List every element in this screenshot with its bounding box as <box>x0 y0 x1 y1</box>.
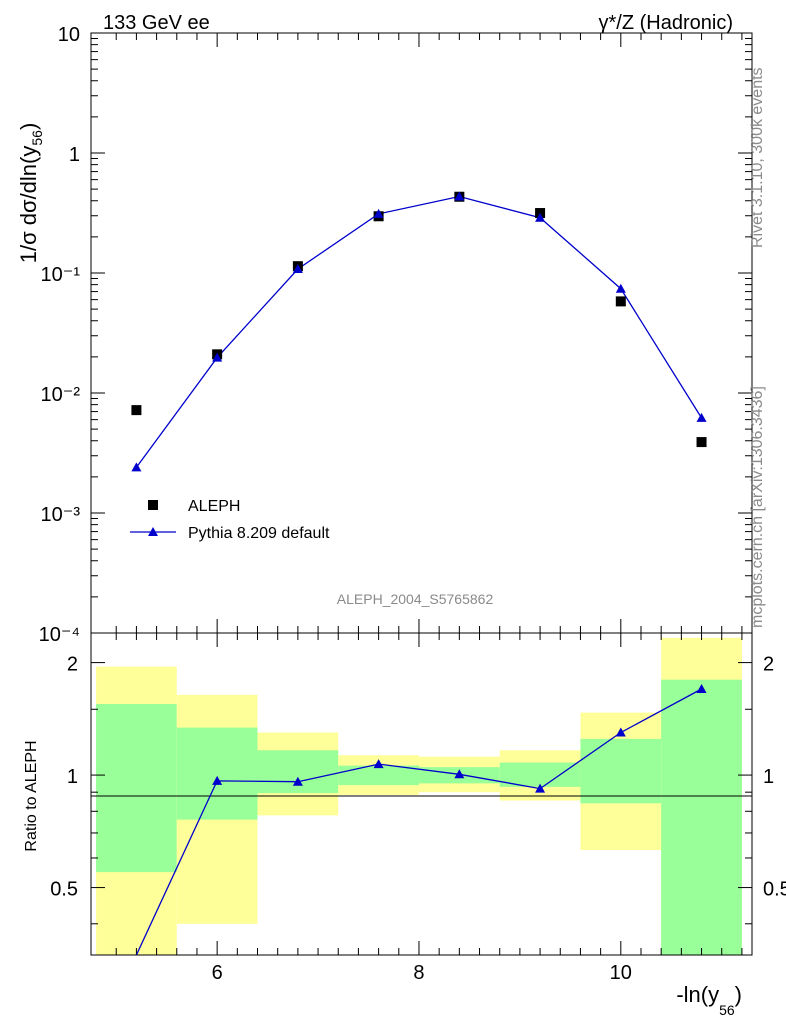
ratio-plot-frame <box>90 632 753 956</box>
aleph-point <box>615 296 626 307</box>
ratio-y-tick-label-left: 1 <box>67 766 78 788</box>
top-y-tick-label: 10⁻⁴ <box>39 624 80 646</box>
inner-uncertainty-band <box>257 750 339 794</box>
y-axis-title: 1/σ dσ/dln(y56) <box>16 123 45 264</box>
top-axis-ticks <box>91 32 752 634</box>
x-axis-title-close: ) <box>735 982 742 1007</box>
inner-uncertainty-band <box>580 738 662 804</box>
legend-marker-pythia <box>148 527 158 536</box>
ratio-y-tick-label-right: 2 <box>763 654 774 676</box>
pythia-point <box>212 352 223 362</box>
top-y-tick-label: 10⁻² <box>41 384 81 406</box>
top-y-tick-label: 10⁻³ <box>41 504 81 526</box>
ratio-pythia-point <box>212 775 223 785</box>
ratio-bands <box>96 637 742 955</box>
pythia-point <box>373 208 384 218</box>
header-left-label: 133 GeV ee <box>103 12 210 34</box>
x-axis-title: -ln(y56) <box>676 982 742 1018</box>
pythia-line <box>135 195 703 468</box>
legend-label-aleph: ALEPH <box>188 498 240 515</box>
x-axis-title-sub: 56 <box>719 1002 735 1018</box>
watermark-label: ALEPH_2004_S5765862 <box>337 591 494 607</box>
ratio-pythia-point <box>615 727 626 737</box>
top-plot-frame <box>90 32 753 634</box>
inner-uncertainty-band <box>96 703 177 873</box>
side-label-rivet: Rivet 3.1.10, 300k events <box>749 67 766 248</box>
y-axis-title-sub: 56 <box>29 130 45 146</box>
y-axis-title-close: ) <box>16 123 41 130</box>
top-y-tick-label: 10⁻¹ <box>41 264 81 286</box>
legend-marker-aleph <box>148 500 158 510</box>
top-y-tick-label: 1 <box>69 144 80 166</box>
pythia-point <box>615 283 626 293</box>
ratio-pythia-point <box>535 783 546 793</box>
ratio-y-tick-label-left: 0.5 <box>50 879 78 901</box>
inner-uncertainty-band <box>661 679 742 955</box>
ratio-y-tick-label-right: 1 <box>763 766 774 788</box>
legend: ALEPH Pythia 8.209 default <box>130 498 330 542</box>
aleph-point <box>131 405 142 416</box>
x-tick-labels: 6 8 10 <box>212 962 632 984</box>
x-tick-label: 6 <box>212 962 223 984</box>
ratio-pythia-point <box>696 683 707 693</box>
ratio-series-group <box>135 683 707 955</box>
top-y-tick-label: 10 <box>58 24 80 46</box>
pythia-point <box>454 191 465 201</box>
pythia-point <box>696 412 707 422</box>
ratio-pythia-point <box>454 769 465 779</box>
inner-uncertainty-band <box>176 727 258 820</box>
inner-uncertainty-band <box>499 762 581 787</box>
ratio-axis-ticks <box>91 633 752 955</box>
x-tick-label: 8 <box>413 962 424 984</box>
ratio-y-tick-labels: 0.5 0.5 1 1 2 2 <box>50 654 786 901</box>
ratio-pythia-point <box>292 776 303 786</box>
ratio-pythia-line <box>135 688 702 955</box>
header-right-label: γ*/Z (Hadronic) <box>599 12 733 34</box>
inner-uncertainty-band <box>338 765 419 786</box>
y-axis-title-main: 1/σ dσ/dln(y <box>16 146 41 264</box>
pythia-point <box>535 212 546 222</box>
top-y-tick-labels: 10⁻⁴ 10⁻³ 10⁻² 10⁻¹ 1 10 <box>39 24 81 646</box>
ratio-pythia-point <box>373 759 384 769</box>
ratio-y-tick-label-right: 0.5 <box>763 879 786 901</box>
legend-label-pythia: Pythia 8.209 default <box>188 525 330 542</box>
pythia-point <box>131 462 142 472</box>
top-series-group <box>131 191 707 472</box>
x-tick-label: 10 <box>610 962 632 984</box>
side-label-mcplots: mcplots.cern.ch [arXiv:1306.3436] <box>749 386 766 628</box>
ratio-y-tick-label-left: 2 <box>67 654 78 676</box>
ratio-plot: Ratio to ALEPH 6 8 10 0.5 0.5 1 1 2 2 -ln(y56) <box>23 632 786 1018</box>
ratio-y-axis-title: Ratio to ALEPH <box>23 740 40 851</box>
pythia-point <box>292 263 303 273</box>
x-axis-title-main: -ln(y <box>676 982 719 1007</box>
aleph-point <box>696 437 707 448</box>
main-plot: 10⁻⁴ 10⁻³ 10⁻² 10⁻¹ 1 10 1/σ dσ/dln(y56) ALEP… <box>16 24 753 646</box>
